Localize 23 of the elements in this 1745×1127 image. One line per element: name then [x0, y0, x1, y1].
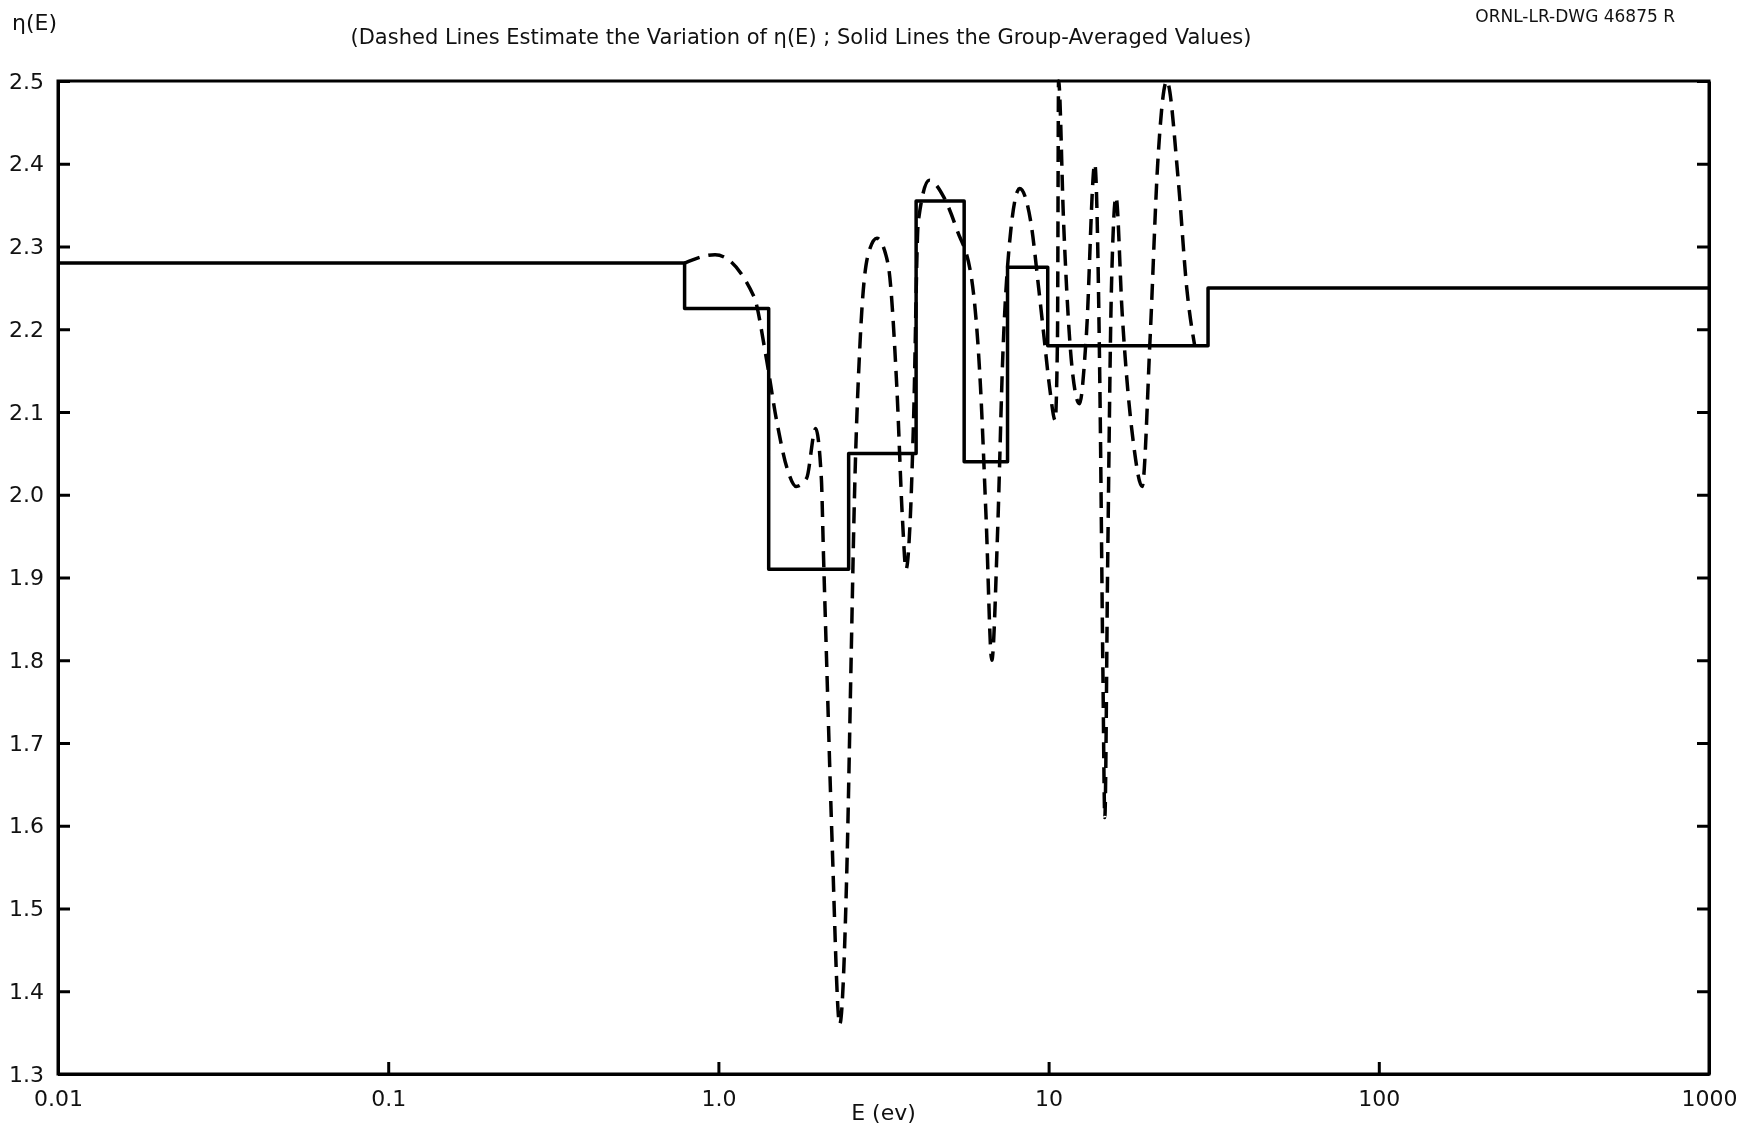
y-tick-label: 2.3	[9, 234, 44, 260]
x-tick-label: 10	[1035, 1085, 1064, 1111]
x-tick-label: 1.0	[701, 1085, 737, 1111]
x-tick-label: 0.1	[371, 1085, 407, 1111]
x-axis-title: E (ev)	[851, 1100, 916, 1125]
y-tick-label: 1.6	[9, 813, 44, 839]
y-tick-label: 2.5	[9, 68, 44, 94]
x-tick-label: 0.01	[34, 1085, 83, 1111]
y-tick-label: 2.2	[9, 316, 44, 342]
y-tick-label: 1.8	[9, 647, 44, 673]
y-tick-label: 2.1	[9, 399, 44, 425]
y-tick-label: 1.9	[9, 565, 44, 591]
y-tick-label: 1.5	[9, 896, 44, 922]
y-axis-title: η(E)	[12, 10, 58, 35]
y-tick-label: 2.0	[9, 482, 44, 508]
text: ORNL-LR-DWG 46875 R	[1475, 6, 1676, 26]
y-tick-label: 1.4	[9, 978, 44, 1004]
y-tick-label: 1.7	[9, 730, 44, 756]
y-tick-label: 1.3	[9, 1061, 44, 1087]
chart-title: (Dashed Lines Estimate the Variation of η(E) ; Solid Lines the Group-Averaged Values)	[350, 25, 1252, 49]
x-tick-label: 100	[1358, 1085, 1401, 1111]
y-tick-label: 2.4	[9, 151, 44, 177]
x-tick-label: 1000	[1681, 1085, 1738, 1111]
